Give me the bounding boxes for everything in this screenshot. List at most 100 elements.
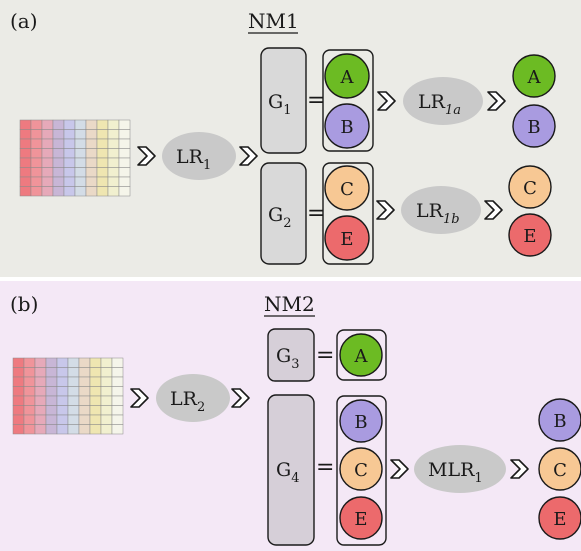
grid-cell	[74, 186, 87, 197]
grid-cell	[12, 424, 25, 435]
svg-text:E: E	[340, 229, 353, 250]
grid-cell	[45, 386, 58, 397]
grid-cell	[52, 167, 65, 178]
grid-cell	[34, 386, 47, 397]
grid-cell	[67, 376, 80, 387]
grid-cell	[111, 357, 124, 368]
grid-cell	[41, 138, 54, 149]
grid-cell	[12, 414, 25, 425]
grid-cell	[67, 395, 80, 406]
lr1-node: LR1	[162, 132, 236, 180]
grid-cell	[100, 414, 113, 425]
output-circle-c: C	[538, 447, 581, 491]
grid-cell	[63, 176, 76, 187]
grid-cell	[100, 386, 113, 397]
grid-cell	[30, 129, 43, 140]
grid-cell	[41, 119, 54, 130]
circle-e: E	[339, 496, 383, 540]
circle-a: A	[339, 333, 383, 377]
grid-cell	[85, 167, 98, 178]
grid-cell	[100, 367, 113, 378]
grid-cell	[45, 424, 58, 435]
circle-b: B	[324, 103, 370, 149]
lr1b-node: LR1b	[401, 186, 481, 234]
grid-cell	[118, 148, 131, 159]
grid-cell	[12, 357, 25, 368]
grid-cell	[85, 186, 98, 197]
grid-cell	[45, 414, 58, 425]
grid-cell	[12, 405, 25, 416]
grid-cell	[74, 129, 87, 140]
g3-box: G3	[267, 328, 315, 382]
grid-cell	[23, 367, 36, 378]
grid-cell	[63, 148, 76, 159]
grid-cell	[52, 148, 65, 159]
grid-cell	[12, 395, 25, 406]
grid-cell	[111, 367, 124, 378]
grid-cell	[89, 367, 102, 378]
svg-text:B: B	[527, 117, 540, 138]
svg-text:C: C	[523, 178, 537, 199]
panel-b-label: (b)	[10, 292, 38, 316]
grid-cell	[67, 357, 80, 368]
grid-cell	[89, 357, 102, 368]
grid-cell	[67, 414, 80, 425]
grid-cell	[78, 424, 91, 435]
panel-a-label: (a)	[10, 9, 38, 33]
grid-cell	[56, 386, 69, 397]
grid-cell	[74, 138, 87, 149]
grid-cell	[107, 176, 120, 187]
grid-cell	[100, 395, 113, 406]
output-circle-b: B	[538, 398, 581, 442]
grid-cell	[118, 138, 131, 149]
grid-cell	[96, 129, 109, 140]
svg-text:G2: G2	[268, 204, 291, 231]
grid-cell	[41, 129, 54, 140]
grid-cell	[23, 424, 36, 435]
grid-cell	[118, 186, 131, 197]
grid-cell	[89, 395, 102, 406]
g4-members-frame	[336, 395, 387, 546]
g4-box: G4	[267, 394, 315, 546]
grid-cell	[12, 386, 25, 397]
output-circle-c: C	[508, 165, 552, 209]
grid-cell	[34, 357, 47, 368]
grid-cell	[63, 167, 76, 178]
output-circle-b: B	[512, 104, 556, 148]
grid-cell	[78, 395, 91, 406]
grid-cell	[107, 119, 120, 130]
svg-text:LR1: LR1	[176, 146, 211, 173]
grid-cell	[78, 414, 91, 425]
lr2-node: LR2	[156, 374, 230, 422]
output-circle-e: E	[538, 496, 581, 540]
svg-text:G1: G1	[268, 91, 291, 118]
grid-cell	[67, 424, 80, 435]
grid-cell	[63, 119, 76, 130]
circle-c: C	[339, 447, 383, 491]
svg-text:C: C	[354, 460, 368, 481]
svg-text:B: B	[553, 411, 566, 432]
grid-cell	[56, 424, 69, 435]
svg-text:A: A	[354, 346, 369, 367]
grid-cell	[111, 424, 124, 435]
grid-cell	[89, 376, 102, 387]
grid-cell	[34, 405, 47, 416]
grid-cell	[78, 357, 91, 368]
grid-cell	[74, 167, 87, 178]
grid-cell	[107, 138, 120, 149]
svg-text:E: E	[523, 226, 536, 247]
grid-cell	[12, 376, 25, 387]
g2-members-frame	[322, 162, 374, 265]
grid-cell	[23, 405, 36, 416]
svg-text:G4: G4	[276, 459, 299, 486]
grid-cell	[41, 176, 54, 187]
grid-cell	[111, 386, 124, 397]
grid-cell	[85, 157, 98, 168]
svg-text:A: A	[527, 67, 542, 88]
grid-cell	[74, 157, 87, 168]
equals-sign: =	[316, 455, 334, 480]
g2-box: G2	[260, 162, 307, 265]
grid-cell	[52, 176, 65, 187]
circle-c: C	[324, 165, 370, 211]
svg-text:B: B	[354, 412, 367, 433]
